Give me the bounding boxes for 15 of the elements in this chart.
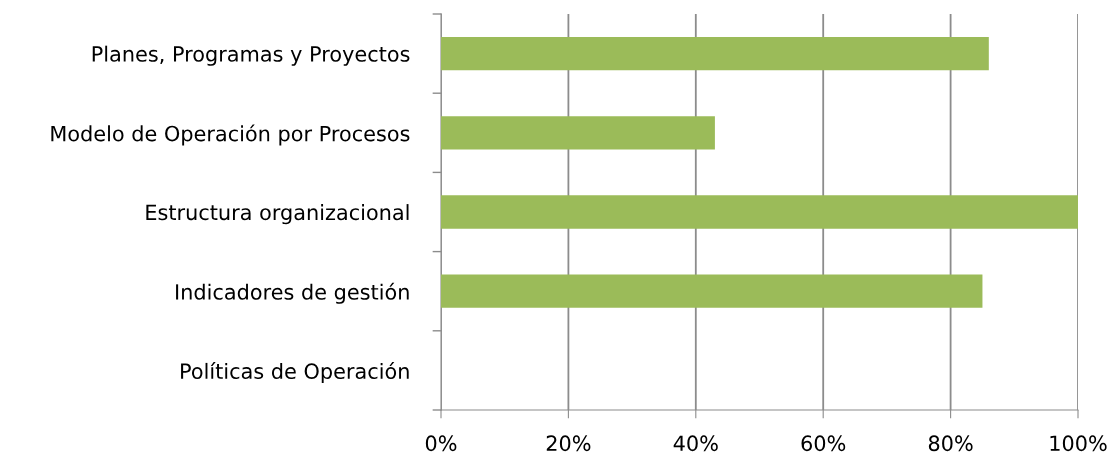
y-tick-label: Políticas de Operación (181, 362, 409, 384)
y-tick-label: Estructura organizacional (146, 204, 409, 225)
x-tick-label: 60% (801, 435, 846, 452)
bar (441, 116, 715, 150)
x-tick-label: 100% (1050, 435, 1107, 452)
x-tick-label: 40% (673, 435, 718, 452)
x-tick-label: 80% (928, 435, 973, 452)
y-tick-label: Modelo de Operación por Procesos (51, 124, 410, 146)
x-tick-label: 0% (425, 435, 457, 452)
bar (441, 274, 983, 308)
bar (441, 195, 1078, 229)
y-tick-label: Planes, Programas y Proyectos (92, 45, 410, 66)
y-tick-label: Indicadores de gestión (176, 282, 409, 304)
x-tick-label: 20% (546, 435, 591, 452)
bar (441, 36, 989, 71)
